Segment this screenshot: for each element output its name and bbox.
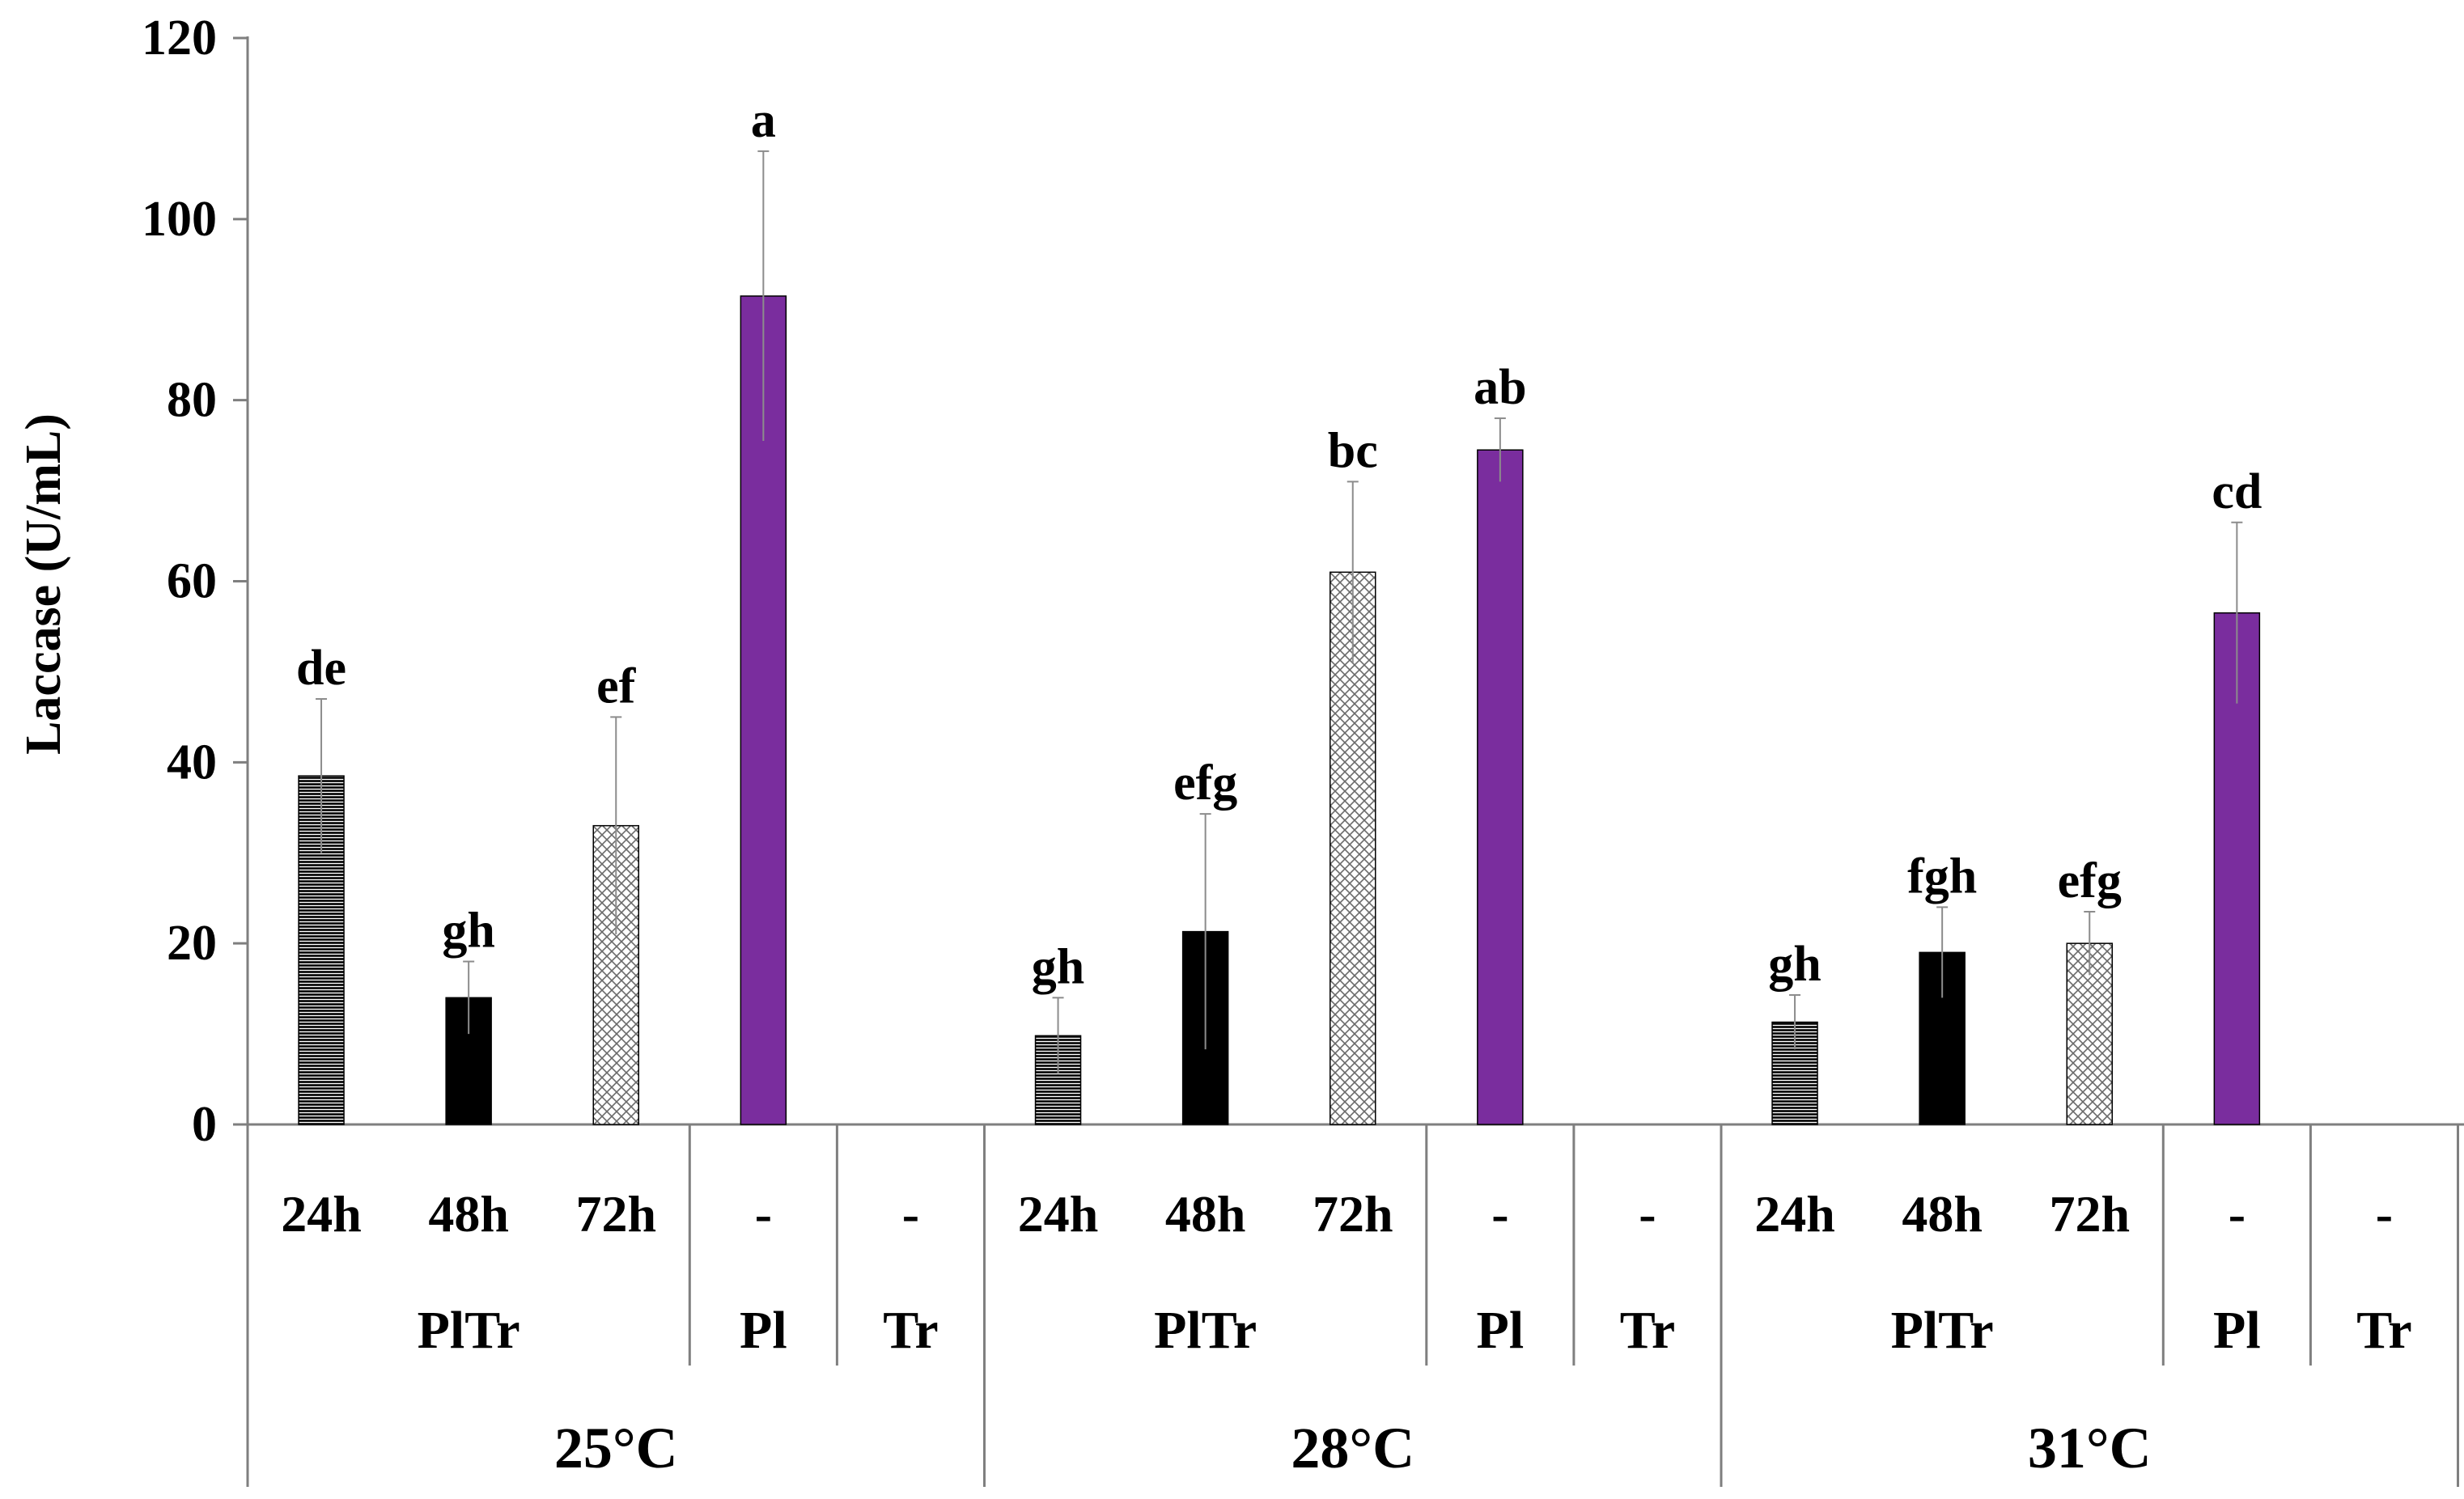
bar-28c-pl-na [1477,449,1524,1125]
y-tick-label: 40 [167,735,217,790]
y-tick-label: 0 [192,1097,217,1152]
y-axis-title: Laccase (U/mL) [16,413,71,755]
y-tick-label: 60 [167,554,217,609]
significance-label: ef [596,658,637,714]
time-label: 72h [575,1185,656,1243]
time-label: 48h [1902,1185,1983,1243]
time-label: - [1491,1185,1508,1243]
temperature-label: 25°C [554,1416,678,1480]
time-label: 24h [1018,1185,1099,1243]
significance-label: gh [1768,937,1821,992]
time-label: 24h [281,1185,362,1243]
treatment-label: Pl [1477,1301,1525,1360]
labels: 020406080100120de24hgh48hef72hPlTra-Pl-T… [142,11,2412,1480]
bars [298,150,2261,1125]
treatment-label: PlTr [418,1301,520,1360]
y-tick-label: 20 [167,916,217,971]
time-label: - [1639,1185,1656,1243]
time-label: 72h [1313,1185,1393,1243]
time-label: - [755,1185,772,1243]
time-label: - [2229,1185,2246,1243]
time-label: 48h [428,1185,509,1243]
treatment-label: Pl [2213,1301,2261,1360]
time-label: 48h [1165,1185,1246,1243]
time-label: - [2376,1185,2393,1243]
time-label: - [902,1185,919,1243]
time-label: 24h [1754,1185,1835,1243]
y-tick-label: 100 [142,192,217,247]
significance-label: de [296,641,346,696]
bar-28c-pltr-72h [1330,571,1376,1125]
treatment-label: Tr [883,1301,938,1360]
bar-25c-pltr-72h [592,824,639,1125]
significance-label: efg [2058,853,2122,908]
significance-label: bc [1328,423,1378,478]
y-tick-label: 80 [167,373,217,428]
significance-label: cd [2212,464,2262,519]
treatment-label: PlTr [1891,1301,1994,1360]
temperature-label: 28°C [1291,1416,1414,1480]
significance-label: gh [1032,939,1084,994]
treatment-label: PlTr [1154,1301,1257,1360]
significance-label: gh [442,904,494,959]
significance-label: ab [1474,360,1526,415]
treatment-label: Tr [2356,1301,2411,1360]
significance-label: efg [1173,756,1237,811]
y-tick-label: 120 [142,11,217,66]
significance-label: a [751,93,776,148]
time-label: 72h [2049,1185,2130,1243]
treatment-label: Pl [740,1301,787,1360]
significance-label: fgh [1907,849,1977,904]
temperature-label: 31°C [2028,1416,2152,1480]
treatment-label: Tr [1620,1301,1675,1360]
